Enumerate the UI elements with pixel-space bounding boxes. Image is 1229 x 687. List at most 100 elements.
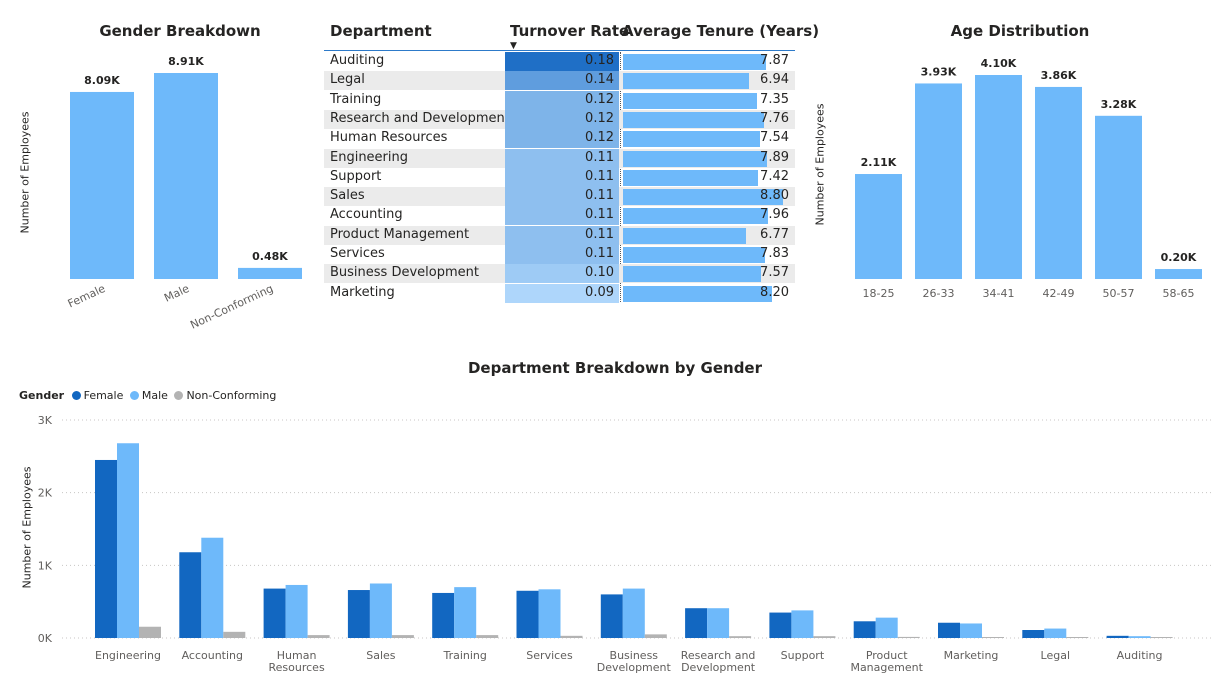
y-tick-2K: 2K xyxy=(38,487,53,500)
bar-business-development-non-conforming xyxy=(644,634,667,638)
age-distribution-panel: Age Distribution Number of Employees 2.1… xyxy=(810,0,1229,350)
dept-chart-ylabel: Number of Employees xyxy=(20,466,34,589)
data-label-age-18-25: 2.11K xyxy=(861,156,897,169)
table-row[interactable]: Human Resources 0.12 7.54 xyxy=(324,129,795,149)
bar-research-and-development-non-conforming xyxy=(729,636,752,638)
cell-department: Services xyxy=(330,246,385,261)
table-row[interactable]: Research and Development 0.12 7.76 xyxy=(324,109,795,129)
bar-support-male xyxy=(791,610,814,638)
cell-average-tenure: 7.76 xyxy=(760,110,789,126)
turnover-heat-cell xyxy=(505,109,619,129)
x-tick-human-resources: Human Resources xyxy=(269,649,325,674)
bar-training-non-conforming xyxy=(476,635,499,638)
bar-marketing-male xyxy=(960,623,982,638)
table-row[interactable]: Sales 0.11 8.80 xyxy=(324,187,795,207)
bar-auditing-male xyxy=(1128,636,1151,638)
tenure-databar xyxy=(623,73,750,90)
turnover-heat-cell xyxy=(505,187,619,207)
cell-turnover-rate: 0.11 xyxy=(585,149,614,165)
table-row[interactable]: Services 0.11 7.83 xyxy=(324,245,795,264)
tenure-databar xyxy=(623,208,768,225)
bar-non-conforming xyxy=(238,267,302,279)
bar-engineering-female xyxy=(95,459,117,638)
turnover-heat-cell xyxy=(505,71,619,91)
x-tick-age-58-65: 58-65 xyxy=(1163,287,1195,300)
table-row[interactable]: Training 0.12 7.35 xyxy=(324,90,795,110)
data-label-male: 8.91K xyxy=(168,55,204,68)
cell-average-tenure: 7.96 xyxy=(760,207,789,223)
turnover-heat-cell xyxy=(505,129,619,149)
data-label-age-58-65: 0.20K xyxy=(1161,251,1197,264)
table-row[interactable]: Legal 0.14 6.94 xyxy=(324,71,795,91)
table-row[interactable]: Marketing 0.09 8.20 xyxy=(324,283,795,303)
table-row[interactable]: Support 0.11 7.42 xyxy=(324,167,795,187)
x-tick-engineering: Engineering xyxy=(95,649,161,662)
bar-human-resources-male xyxy=(285,584,308,638)
cell-department: Marketing xyxy=(330,284,395,300)
cell-department: Legal xyxy=(330,72,365,88)
tenure-databar xyxy=(623,247,766,263)
bar-male xyxy=(154,73,218,279)
bar-legal-female xyxy=(1022,630,1045,638)
cell-turnover-rate: 0.11 xyxy=(585,188,614,204)
data-label-age-42-49: 3.86K xyxy=(1041,69,1077,82)
table-row[interactable]: Accounting 0.11 7.96 xyxy=(324,206,795,226)
data-label-age-34-41: 4.10K xyxy=(981,57,1017,70)
header-turnover-rate[interactable]: Turnover Rate xyxy=(510,22,630,40)
cell-department: Product Management xyxy=(330,226,470,242)
data-label-female: 8.09K xyxy=(84,74,120,87)
bar-accounting-female xyxy=(179,552,202,638)
legend-item-non-conforming[interactable]: Non-Conforming xyxy=(174,389,276,402)
cell-turnover-rate: 0.12 xyxy=(585,130,614,146)
sort-descending-icon[interactable]: ▼ xyxy=(510,41,517,51)
cell-department: Training xyxy=(330,91,382,107)
bar-research-and-development-female xyxy=(685,608,708,638)
bar-marketing-female xyxy=(938,622,960,638)
legend-title: Gender xyxy=(19,389,65,402)
cell-average-tenure: 8.80 xyxy=(760,188,789,204)
x-tick-training: Training xyxy=(442,649,486,662)
table-row[interactable]: Product Management 0.11 6.77 xyxy=(324,225,795,245)
turnover-heat-cell xyxy=(505,206,619,226)
bar-services-female xyxy=(516,590,539,638)
bar-product-management-non-conforming xyxy=(897,636,920,638)
bar-auditing-non-conforming xyxy=(1150,637,1173,638)
tenure-databar xyxy=(623,169,758,186)
table-row[interactable]: Engineering 0.11 7.89 xyxy=(324,148,795,168)
x-tick-marketing: Marketing xyxy=(944,649,999,662)
cell-department: Auditing xyxy=(330,53,385,68)
tenure-databar xyxy=(623,285,773,302)
cell-average-tenure: 8.20 xyxy=(760,284,789,300)
bar-human-resources-female xyxy=(263,588,286,638)
cell-turnover-rate: 0.12 xyxy=(585,110,614,126)
header-average-tenure[interactable]: Average Tenure (Years) xyxy=(622,22,820,40)
x-tick-support: Support xyxy=(781,649,825,662)
bar-legal-male xyxy=(1044,628,1067,638)
table-row[interactable]: Auditing 0.18 7.87 xyxy=(324,52,795,71)
gender-breakdown-panel: Gender Breakdown Number of Employees 8.0… xyxy=(0,0,320,350)
turnover-heat-cell xyxy=(505,283,619,303)
legend-item-female[interactable]: Female xyxy=(71,389,123,402)
bar-training-female xyxy=(432,592,455,638)
bar-sales-non-conforming xyxy=(391,635,414,638)
cell-average-tenure: 7.87 xyxy=(760,53,789,68)
column-divider xyxy=(620,52,621,302)
bar-age-42-49 xyxy=(1035,86,1082,279)
bar-age-26-33 xyxy=(915,83,962,280)
legend-swatch-male xyxy=(129,391,139,400)
legend-swatch-female xyxy=(71,391,81,400)
legend-item-male[interactable]: Male xyxy=(129,389,168,402)
cell-department: Business Development xyxy=(330,265,479,281)
x-tick-age-50-57: 50-57 xyxy=(1103,287,1135,300)
cell-turnover-rate: 0.14 xyxy=(585,72,614,88)
x-tick-business-development: Business Development xyxy=(597,649,672,674)
tenure-databar xyxy=(623,92,757,109)
x-tick-legal: Legal xyxy=(1041,649,1070,662)
table-row[interactable]: Business Development 0.10 7.57 xyxy=(324,264,795,284)
bar-product-management-male xyxy=(875,617,898,638)
cell-average-tenure: 6.94 xyxy=(760,72,789,88)
cell-turnover-rate: 0.11 xyxy=(585,246,614,261)
cell-average-tenure: 7.42 xyxy=(760,168,789,184)
header-department[interactable]: Department xyxy=(330,22,432,40)
x-tick-non-conforming: Non-Conforming xyxy=(188,282,275,332)
